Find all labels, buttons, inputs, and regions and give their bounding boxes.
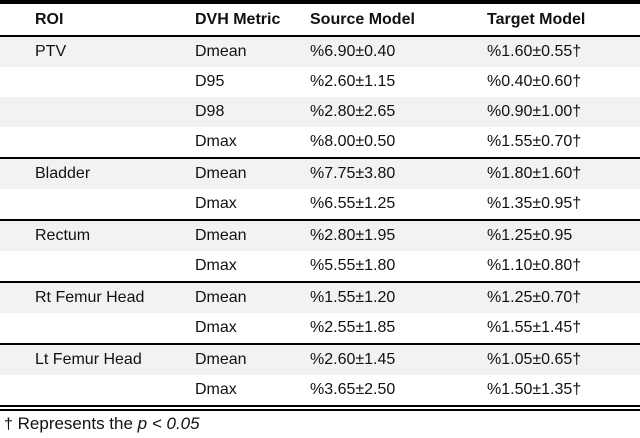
metric-cell: Dmean [195,227,247,244]
target-value-cell: %1.25±0.95 [487,227,573,244]
metric-cell: Dmax [195,381,237,398]
target-value-cell: %1.80±1.60† [487,165,582,182]
source-value-cell: %1.55±1.20 [310,289,396,306]
metric-cell: Dmean [195,165,247,182]
source-value-cell: %2.80±2.65 [310,103,396,120]
source-value-cell: %3.65±2.50 [310,381,396,398]
table-body: PTV Dmean %6.90±0.40 %1.60±0.55† D95 %2.60±1.… [0,37,640,405]
table-row: D98 %2.80±2.65 %0.90±1.00† [0,97,640,127]
footnote-pvalue: p < 0.05 [137,414,200,433]
metric-cell: D95 [195,73,225,90]
metric-cell: Dmean [195,351,247,368]
metric-cell: Dmax [195,257,237,274]
metric-cell: Dmax [195,133,237,150]
column-header-target-model: Target Model [487,10,586,28]
table-row: D95 %2.60±1.15 %0.40±0.60† [0,67,640,97]
bottom-rule-bottom [0,409,640,411]
target-value-cell: %1.55±0.70† [487,133,582,150]
roi-cell: Rectum [35,227,91,244]
bottom-rule-gap [0,407,640,409]
target-value-cell: %0.90±1.00† [487,103,582,120]
footnote: † Represents the p < 0.05 [0,411,640,434]
roi-cell: Lt Femur Head [35,351,142,368]
source-value-cell: %7.75±3.80 [310,165,396,182]
dagger-symbol: † [4,416,13,433]
source-value-cell: %2.55±1.85 [310,319,396,336]
table-row: Dmax %5.55±1.80 %1.10±0.80† [0,251,640,281]
column-header-dvh-metric: DVH Metric [195,10,281,28]
roi-group: Bladder Dmean %7.75±3.80 %1.80±1.60† Dmax %6.… [0,157,640,219]
source-value-cell: %2.60±1.15 [310,73,396,90]
table-row: Rt Femur Head Dmean %1.55±1.20 %1.25±0.70† [0,283,640,313]
roi-group: Lt Femur Head Dmean %2.60±1.45 %1.05±0.65† D… [0,343,640,405]
source-value-cell: %2.60±1.45 [310,351,396,368]
target-value-cell: %1.25±0.70† [487,289,582,306]
metric-cell: Dmean [195,43,247,60]
metric-cell: Dmean [195,289,247,306]
table-row: Dmax %6.55±1.25 %1.35±0.95† [0,189,640,219]
roi-group: PTV Dmean %6.90±0.40 %1.60±0.55† D95 %2.60±1.… [0,37,640,157]
metric-cell: D98 [195,103,225,120]
source-value-cell: %6.55±1.25 [310,195,396,212]
roi-cell: Rt Femur Head [35,289,145,306]
source-value-cell: %8.00±0.50 [310,133,396,150]
table-row: Dmax %2.55±1.85 %1.55±1.45† [0,313,640,343]
roi-group: Rectum Dmean %2.80±1.95 %1.25±0.95 Dmax %5.55… [0,219,640,281]
source-value-cell: %6.90±0.40 [310,43,396,60]
target-value-cell: %1.55±1.45† [487,319,582,336]
bottom-rule-top [0,405,640,407]
column-header-source-model: Source Model [310,10,415,28]
metric-cell: Dmax [195,319,237,336]
table-row: Lt Femur Head Dmean %2.60±1.45 %1.05±0.65† [0,345,640,375]
table-row: Rectum Dmean %2.80±1.95 %1.25±0.95 [0,221,640,251]
target-value-cell: %1.50±1.35† [487,381,582,398]
table-row: PTV Dmean %6.90±0.40 %1.60±0.55† [0,37,640,67]
table-row: Dmax %8.00±0.50 %1.55±0.70† [0,127,640,157]
column-header-roi: ROI [35,10,64,28]
target-value-cell: %1.10±0.80† [487,257,582,274]
target-value-cell: %1.60±0.55† [487,43,582,60]
roi-cell: Bladder [35,165,91,182]
table-row: Bladder Dmean %7.75±3.80 %1.80±1.60† [0,159,640,189]
source-value-cell: %5.55±1.80 [310,257,396,274]
table-top-rule [0,0,640,4]
table-bottom-double-rule [0,405,640,411]
target-value-cell: %0.40±0.60† [487,73,582,90]
target-value-cell: %1.05±0.65† [487,351,582,368]
footnote-text: Represents the [12,414,138,433]
roi-group: Rt Femur Head Dmean %1.55±1.20 %1.25±0.70† D… [0,281,640,343]
table-header-row: ROI DVH Metric Source Model Target Model [0,4,640,35]
header-separator-rule [0,35,640,37]
target-value-cell: %1.35±0.95† [487,195,582,212]
source-value-cell: %2.80±1.95 [310,227,396,244]
roi-cell: PTV [35,43,67,60]
table-row: Dmax %3.65±2.50 %1.50±1.35† [0,375,640,405]
metric-cell: Dmax [195,195,237,212]
